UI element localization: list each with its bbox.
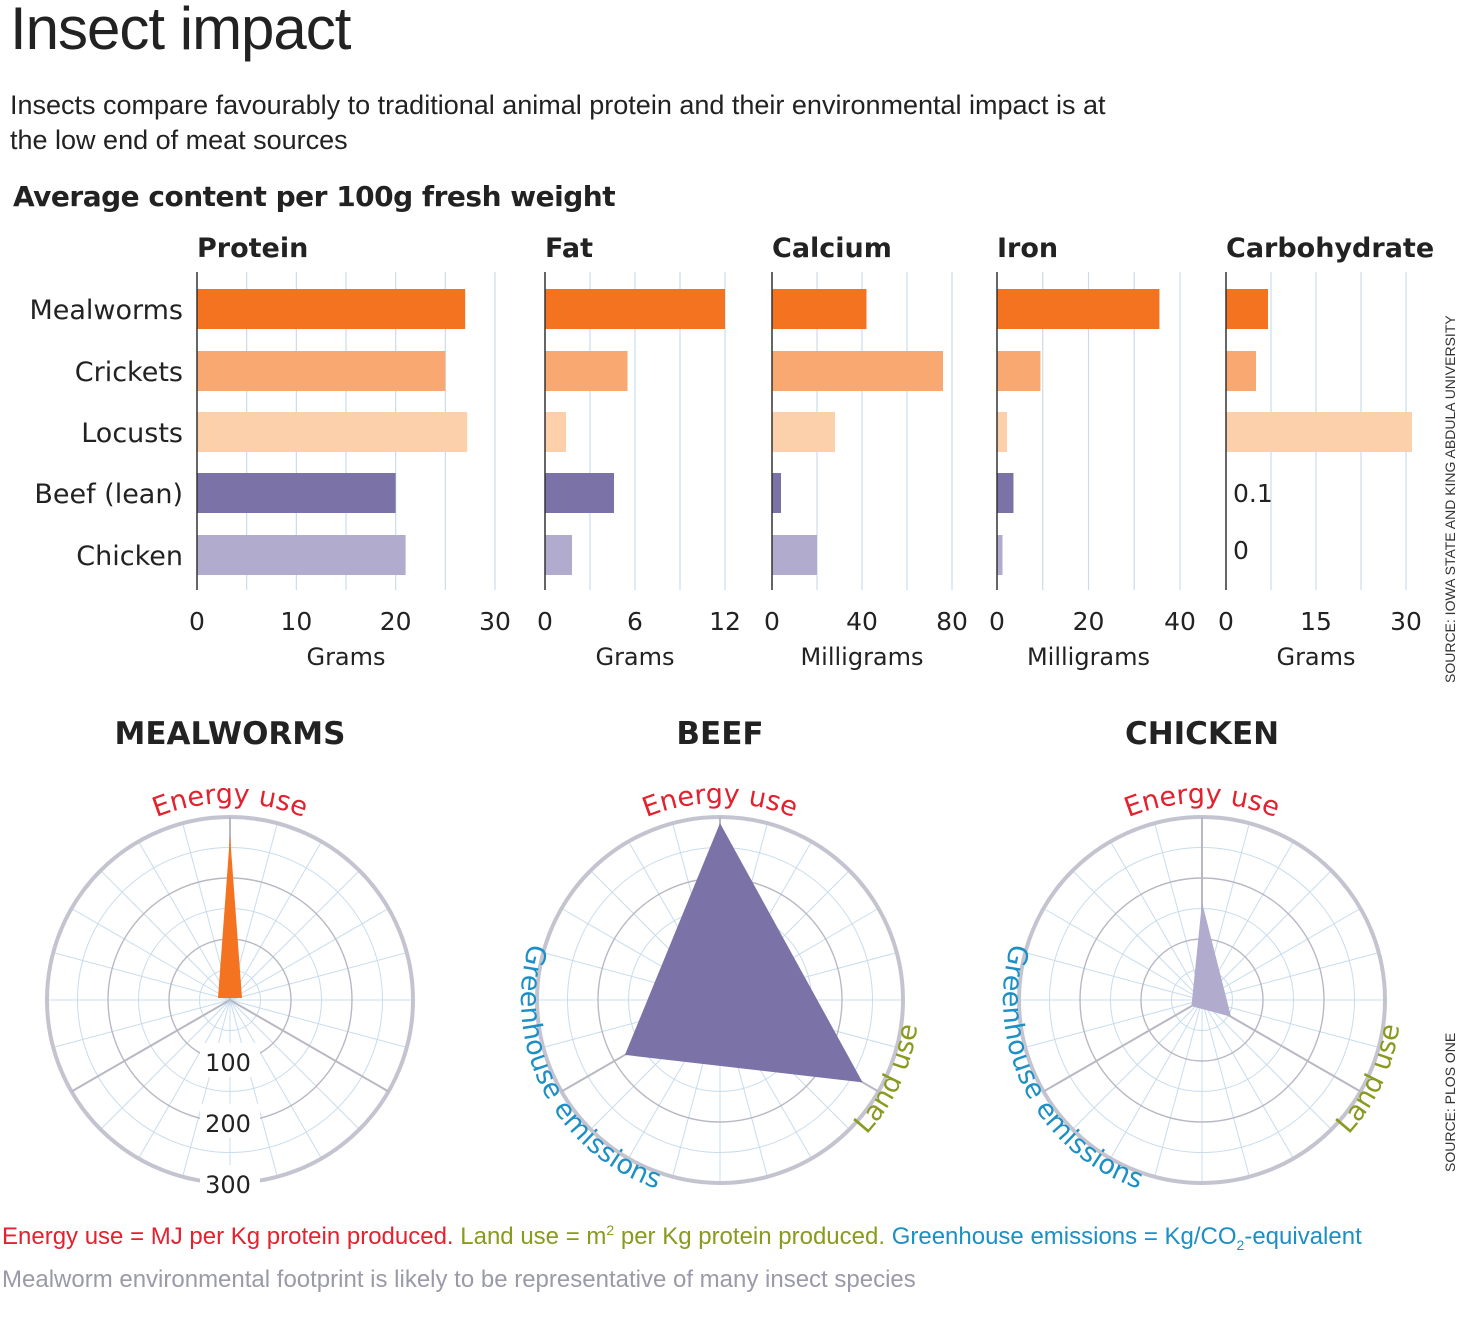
tick-label-calcium-0: 0 (764, 607, 780, 636)
tick-label-carbohydrate-30: 30 (1390, 607, 1422, 636)
bar-calcium-chicken (772, 535, 817, 575)
bar-protein-beef-lean- (197, 473, 396, 513)
radar-area-chicken (1191, 902, 1232, 1017)
section-heading: Average content per 100g fresh weight (13, 180, 616, 213)
unit-label-protein: Grams (306, 643, 385, 671)
radar-axis (71, 999, 231, 1093)
legend-energy: Energy use = MJ per Kg protein produced. (2, 1223, 454, 1250)
tick-label-iron-0: 0 (989, 607, 1005, 636)
legend-ghg-text: Greenhouse emissions = Kg/CO (891, 1223, 1237, 1250)
bar-iron-beef-lean- (997, 473, 1014, 513)
ring-label-300: 300 (205, 1171, 251, 1199)
tick-label-protein-20: 20 (380, 607, 412, 636)
tick-label-protein-30: 30 (479, 607, 511, 636)
bar-carbohydrate-mealworms (1226, 289, 1268, 329)
panel-title-carbohydrate: Carbohydrate (1226, 233, 1434, 264)
tick-label-fat-12: 12 (709, 607, 741, 636)
tick-label-iron-40: 40 (1164, 607, 1196, 636)
ring-label-bg (200, 1165, 260, 1199)
panel-protein: Protein 0 10 20 30 Grams (189, 233, 511, 671)
bar-fat-beef-lean- (545, 473, 614, 513)
bar-fat-mealworms (545, 289, 725, 329)
radar-title-chicken: CHICKEN (1125, 716, 1279, 752)
bar-fat-crickets (545, 351, 628, 391)
tick-label-carbohydrate-15: 15 (1300, 607, 1332, 636)
tick-label-fat-6: 6 (627, 607, 643, 636)
radar-axis (229, 999, 389, 1093)
tick-label-iron-20: 20 (1073, 607, 1105, 636)
radar-area-beef (624, 823, 863, 1083)
panel-title-iron: Iron (997, 233, 1058, 264)
bar-carbohydrate-locusts (1226, 412, 1412, 452)
legend-land-text-post: per Kg protein produced. (614, 1223, 886, 1250)
bar-calcium-mealworms (772, 289, 867, 329)
legend-land: Land use = m2 per Kg protein produced. (460, 1222, 886, 1250)
bar-iron-chicken (997, 535, 1003, 575)
panel-title-calcium: Calcium (772, 233, 892, 264)
panel-fat: Fat 0 6 12 Grams (537, 233, 741, 671)
category-label-mealworms: Mealworms (29, 295, 183, 326)
footnote: Mealworm environmental footprint is like… (2, 1266, 916, 1293)
tick-label-protein-10: 10 (280, 607, 312, 636)
radar-title-beef: BEEF (676, 716, 763, 752)
legend-land-text: Land use = m (460, 1223, 607, 1250)
bar-calcium-crickets (772, 351, 943, 391)
page-title: Insect impact (10, 0, 351, 62)
category-label-beef-lean-: Beef (lean) (34, 479, 183, 510)
ring-label-100: 100 (205, 1049, 251, 1077)
page-subtitle: Insects compare favourably to traditiona… (10, 90, 1106, 155)
category-label-crickets: Crickets (75, 357, 183, 388)
bar-protein-mealworms (197, 289, 466, 329)
legend-land-sup: 2 (606, 1222, 615, 1238)
bar-protein-crickets (197, 351, 446, 391)
ring-label-200: 200 (205, 1110, 251, 1138)
unit-label-fat: Grams (595, 643, 674, 671)
bar-calcium-locusts (772, 412, 835, 452)
value-label-carbohydrate-4: 0 (1233, 536, 1249, 565)
panel-iron: Iron 0 20 40 Milligrams (989, 233, 1196, 671)
bar-protein-locusts (197, 412, 468, 452)
radar-title-mealworms: MEALWORMS (115, 716, 346, 752)
source-note-nutrition: SOURCE: IOWA STATE AND KING ABDULA UNIVE… (1442, 315, 1458, 683)
ring-label-bg (200, 1043, 260, 1077)
panel-title-fat: Fat (545, 233, 593, 264)
bar-fat-chicken (545, 535, 572, 575)
category-label-chicken: Chicken (76, 541, 183, 572)
tick-label-calcium-80: 80 (936, 607, 968, 636)
radar-area-mealworms (218, 835, 242, 998)
panel-calcium: Calcium 0 40 80 Milligrams (764, 233, 968, 671)
panel-title-protein: Protein (197, 233, 308, 264)
bar-calcium-beef-lean- (772, 473, 781, 513)
radar-axis (1043, 999, 1203, 1093)
unit-label-calcium: Milligrams (800, 643, 923, 671)
panel-carbohydrate: Carbohydrate 0.1 0 0 15 30 Grams (1218, 233, 1434, 671)
ring-label-bg (200, 1104, 260, 1138)
legend-ghg: Greenhouse emissions = Kg/CO2-equivalent (891, 1223, 1362, 1253)
value-label-carbohydrate-3: 0.1 (1233, 479, 1273, 508)
bar-carbohydrate-crickets (1226, 351, 1256, 391)
legend-ghg-sub: 2 (1236, 1236, 1245, 1253)
bar-iron-locusts (997, 412, 1008, 452)
tick-label-fat-0: 0 (537, 607, 553, 636)
tick-label-protein-0: 0 (189, 607, 205, 636)
bar-iron-crickets (997, 351, 1041, 391)
bar-protein-chicken (197, 535, 406, 575)
nutrition-bar-chart: Mealworms Crickets Locusts Beef (lean) Chick… (29, 233, 1434, 671)
bar-iron-mealworms (997, 289, 1160, 329)
tick-label-calcium-40: 40 (846, 607, 878, 636)
bar-fat-locusts (545, 412, 566, 452)
tick-label-carbohydrate-0: 0 (1218, 607, 1234, 636)
source-note-environment: SOURCE: PLOS ONE (1442, 1032, 1458, 1172)
unit-label-carbohydrate: Grams (1276, 643, 1355, 671)
legend-ghg-text-post: -equivalent (1244, 1223, 1362, 1250)
category-label-locusts: Locusts (81, 418, 183, 449)
unit-label-iron: Milligrams (1027, 643, 1150, 671)
units-legend: Energy use = MJ per Kg protein produced.… (2, 1222, 1362, 1253)
